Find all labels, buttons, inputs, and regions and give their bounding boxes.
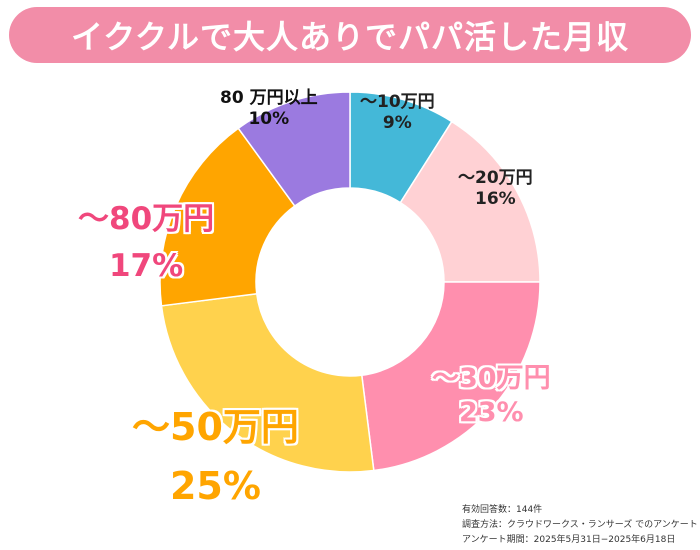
label-slice-2: 〜30万円 23%	[432, 362, 551, 430]
slice-2-category: 〜30万円	[432, 363, 551, 394]
slice-5-percent: 10%	[248, 109, 290, 130]
slice-5-category: 80 万円以上	[220, 88, 318, 108]
slice-5	[237, 91, 351, 207]
slice-1	[399, 120, 541, 283]
slice-4-category: 〜80万円	[78, 201, 215, 237]
slice-0-category: 〜10万円	[360, 92, 435, 112]
label-slice-0: 〜10万円 9%	[360, 92, 435, 135]
slice-2	[360, 281, 541, 472]
note-responses: 有効回答数：144件	[462, 505, 543, 515]
survey-notes: 有効回答数：144件 調査方法：クラウドワークス・ランサーズ でのアンケート ア…	[462, 503, 698, 548]
slice-2-percent: 23%	[458, 396, 524, 428]
label-slice-3: 〜50万円 25%	[132, 398, 299, 516]
slice-1-category: 〜20万円	[458, 168, 533, 188]
slice-1-percent: 16%	[474, 189, 516, 210]
label-slice-4: 〜80万円 17%	[78, 196, 214, 289]
slice-4	[159, 127, 296, 307]
slice-3-percent: 25%	[169, 463, 261, 508]
label-slice-1: 〜20万円 16%	[458, 168, 533, 211]
label-slice-5: 80 万円以上 10%	[220, 88, 318, 131]
slice-3	[160, 292, 375, 473]
note-period: アンケート期間：2025年5月31日−2025年6月18日	[462, 535, 676, 545]
chart-title: イククルで大人ありでパパ活した月収	[70, 18, 630, 56]
slice-0-percent: 9%	[382, 113, 412, 134]
note-method: 調査方法：クラウドワークス・ランサーズ でのアンケート	[462, 520, 698, 530]
slice-3-category: 〜50万円	[132, 405, 299, 449]
title-banner: イククルで大人ありでパパ活した月収	[9, 7, 691, 63]
slice-4-percent: 17%	[108, 247, 184, 284]
